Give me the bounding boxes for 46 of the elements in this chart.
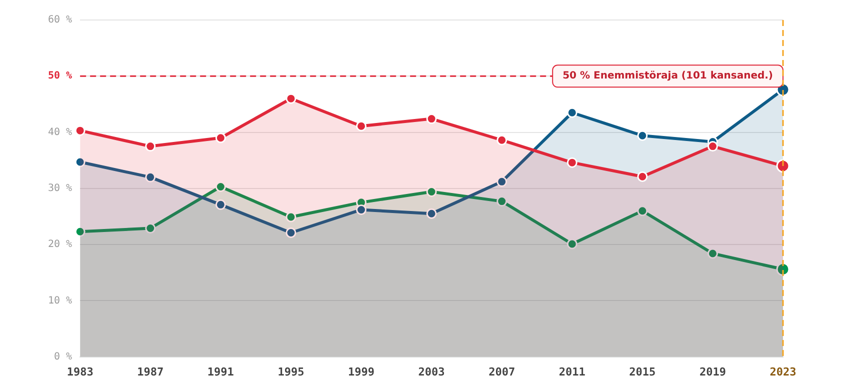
x-tick-label: 2007	[488, 365, 516, 378]
y-tick-label: 20 %	[48, 239, 72, 250]
point	[74, 125, 86, 136]
point	[426, 114, 437, 124]
x-tick-label: 2011	[558, 365, 586, 378]
point	[566, 238, 578, 250]
point	[286, 212, 296, 222]
y-tick-label: 10 %	[48, 295, 72, 306]
point	[426, 208, 437, 219]
ref-line-label: 50 % Enemmistöraja (101 kansaned.)	[562, 70, 774, 82]
point	[707, 248, 718, 259]
point	[426, 186, 437, 198]
x-tick-label: 1991	[207, 365, 234, 378]
point	[496, 176, 508, 187]
y-tick-label: 30 %	[48, 182, 72, 194]
point	[74, 226, 86, 237]
y-tick-label: 0 %	[54, 351, 72, 362]
point	[74, 156, 86, 168]
y-tick-label: 60 %	[48, 14, 72, 26]
point	[145, 172, 156, 182]
x-tick-label: 2015	[629, 365, 656, 378]
point	[145, 141, 156, 152]
point	[356, 120, 366, 132]
point	[215, 199, 226, 210]
point	[286, 93, 296, 104]
x-tick-label: 2003	[418, 365, 445, 378]
point	[707, 141, 718, 152]
y-tick-label: 50 %	[48, 70, 72, 82]
x-tick-label: 1983	[66, 365, 94, 378]
y-tick-label: 40 %	[48, 126, 72, 138]
point	[637, 206, 648, 216]
x-tick-label: 1999	[348, 365, 374, 378]
point	[496, 134, 508, 146]
point	[637, 130, 648, 141]
x-tick-label: 1995	[278, 365, 304, 378]
point	[566, 107, 578, 118]
point	[215, 132, 226, 144]
x-tick-label: 2023	[770, 365, 796, 378]
point	[356, 204, 366, 215]
x-tick-label: 2019	[699, 365, 726, 378]
point	[286, 227, 296, 238]
x-tick-label: 1987	[137, 365, 164, 378]
point	[637, 171, 648, 182]
point	[145, 223, 156, 234]
point	[566, 157, 578, 168]
point	[496, 196, 508, 207]
